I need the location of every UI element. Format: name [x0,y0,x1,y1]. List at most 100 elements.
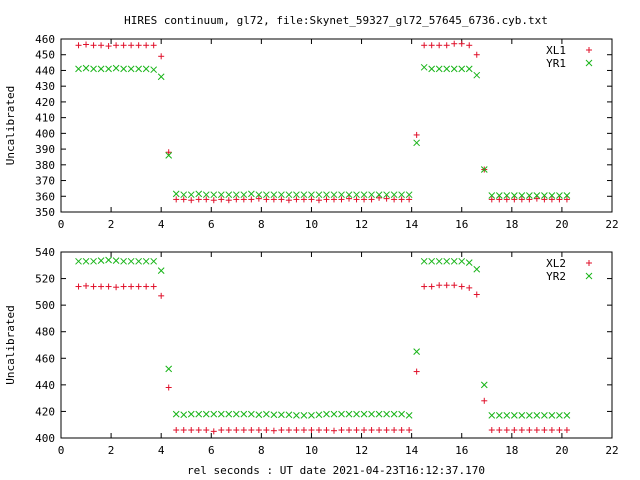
x-tick-label: 18 [505,218,518,231]
data-point [533,427,540,434]
data-point [383,410,390,418]
data-point [405,412,413,419]
data-point [233,427,240,434]
data-point [120,257,127,265]
data-point [548,427,555,434]
x-tick-label: 6 [208,444,215,457]
data-point [496,196,503,203]
data-point [368,410,375,418]
data-point [188,427,195,434]
data-point [112,64,120,72]
data-point [488,412,496,419]
data-point [90,283,97,290]
data-point [346,195,353,202]
data-point [413,131,420,138]
data-point [165,365,173,373]
data-point [128,283,135,290]
data-point [232,410,240,418]
data-point [240,191,248,199]
legend-label: XL1 [546,44,566,57]
data-point [120,283,127,290]
data-point [75,257,82,265]
data-point [82,257,90,265]
data-point [556,192,563,199]
data-point [526,196,533,203]
data-point [563,196,570,203]
data-point [113,42,120,49]
data-point [338,191,345,199]
data-point [210,410,218,418]
data-point [285,411,293,419]
legend-marker [585,59,593,67]
y-tick-label: 390 [35,143,55,156]
data-point [143,283,150,290]
data-point [428,257,436,265]
data-point [473,51,480,58]
plot-frame [60,251,613,439]
x-tick-label: 2 [108,218,115,231]
y-tick-label: 430 [35,80,55,93]
data-point [150,66,158,74]
x-tick-label: 18 [505,444,518,457]
data-point [285,427,292,434]
data-point [97,65,105,73]
data-point [345,410,353,418]
x-tick-label: 14 [405,218,419,231]
data-point [413,139,420,147]
data-point [360,410,368,418]
data-point [465,65,473,73]
data-point [270,427,277,434]
data-point [421,42,428,49]
chart-title: HIRES continuum, gl72, file:Skynet_59327… [124,14,548,27]
x-tick-label: 12 [355,444,368,457]
data-point [420,257,428,265]
data-point [315,427,322,434]
data-point [443,42,450,49]
data-point [308,427,315,434]
data-point [195,196,202,203]
data-point [90,65,97,73]
data-point [203,196,210,203]
data-point [127,257,135,265]
data-point [255,195,262,202]
data-point [353,427,360,434]
data-point [173,427,180,434]
data-point [233,196,240,203]
data-point [406,196,413,203]
data-point [353,410,360,418]
data-point [270,191,278,199]
data-point [127,65,135,73]
data-point [541,412,548,419]
y-tick-label: 440 [35,64,55,77]
data-point [353,191,360,199]
data-point [360,191,368,199]
data-point [270,411,278,419]
data-point [450,257,458,265]
data-point [255,191,263,199]
data-point [293,191,300,199]
data-point [503,196,510,203]
x-tick-label: 6 [208,218,215,231]
data-point [225,410,233,418]
data-point [255,411,263,419]
data-point [466,284,473,291]
data-point [548,196,555,203]
data-point [263,191,270,199]
data-point [112,257,120,264]
x-tick-label: 8 [258,444,265,457]
series-yr2 [75,256,571,419]
data-point [105,43,112,50]
data-point [436,282,443,289]
data-point [518,196,525,203]
data-point [203,427,210,434]
data-point [293,412,300,419]
data-point [525,192,533,199]
x-tick-label: 10 [305,444,318,457]
data-point [398,191,405,199]
data-point [247,410,255,418]
data-point [83,282,90,289]
data-point [113,284,120,291]
data-point [300,191,308,199]
data-point [172,410,180,418]
data-point [488,192,496,199]
